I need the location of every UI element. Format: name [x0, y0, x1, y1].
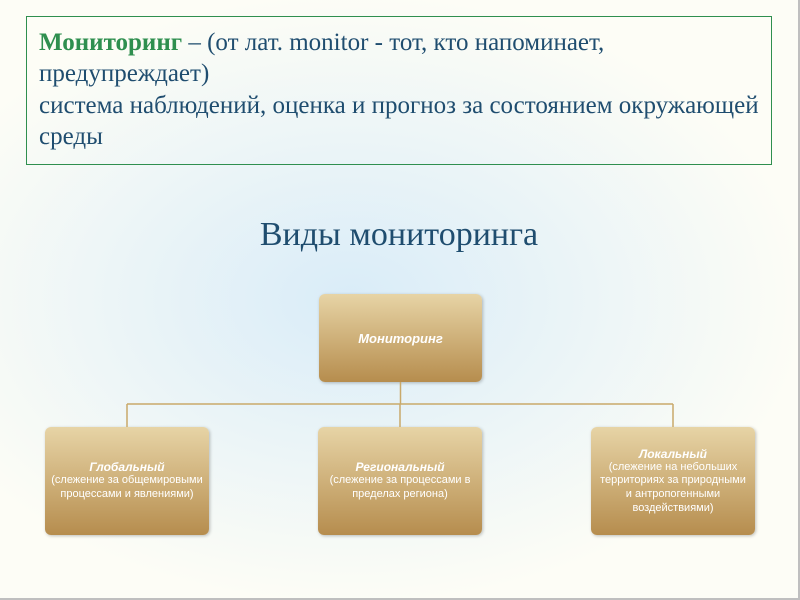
org-chart: Мониторинг Глобальный (слежение за общем…	[0, 280, 798, 580]
definition-box: Мониторинг – (от лат. monitor - тот, кто…	[26, 16, 772, 165]
definition-line-2: система наблюдений, оценка и прогноз за …	[39, 90, 759, 153]
term: Мониторинг	[39, 29, 182, 56]
org-chart-connectors	[0, 280, 800, 580]
definition-dash: –	[182, 29, 207, 56]
definition-line-1: Мониторинг – (от лат. monitor - тот, кто…	[39, 27, 759, 90]
subtitle: Виды мониторинга	[0, 216, 798, 254]
